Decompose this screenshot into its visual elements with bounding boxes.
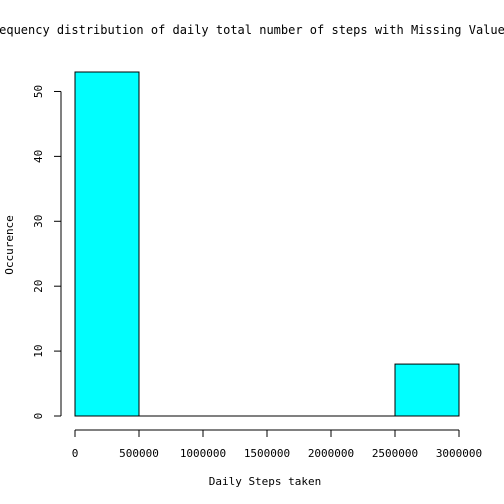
- chart-title: Frequency distribution of daily total nu…: [0, 23, 504, 37]
- y-axis-label: Occurence: [3, 215, 16, 275]
- y-axis: 0 10 20 30 40 50: [32, 85, 62, 420]
- x-tick-label: 1500000: [244, 447, 290, 460]
- x-axis: 0 500000 1000000 1500000 2000000 2500000 30000…: [72, 429, 482, 460]
- bars-group: [74, 71, 460, 417]
- y-tick-label: 0: [32, 413, 45, 420]
- y-tick-label: 10: [32, 344, 45, 357]
- x-tick-label: 3000000: [436, 447, 482, 460]
- x-axis-label: Daily Steps taken: [209, 475, 322, 488]
- y-tick-label: 30: [32, 215, 45, 228]
- x-tick-label: 2500000: [372, 447, 418, 460]
- x-tick-label: 1000000: [180, 447, 226, 460]
- histogram-bar-0: [74, 71, 140, 417]
- y-tick-label: 40: [32, 150, 45, 163]
- x-tick-label: 2000000: [308, 447, 354, 460]
- y-tick-label: 50: [32, 85, 45, 98]
- x-tick-label: 500000: [119, 447, 159, 460]
- y-tick-label: 20: [32, 280, 45, 293]
- x-tick-label: 0: [72, 447, 79, 460]
- histogram-bar-5: [394, 363, 460, 417]
